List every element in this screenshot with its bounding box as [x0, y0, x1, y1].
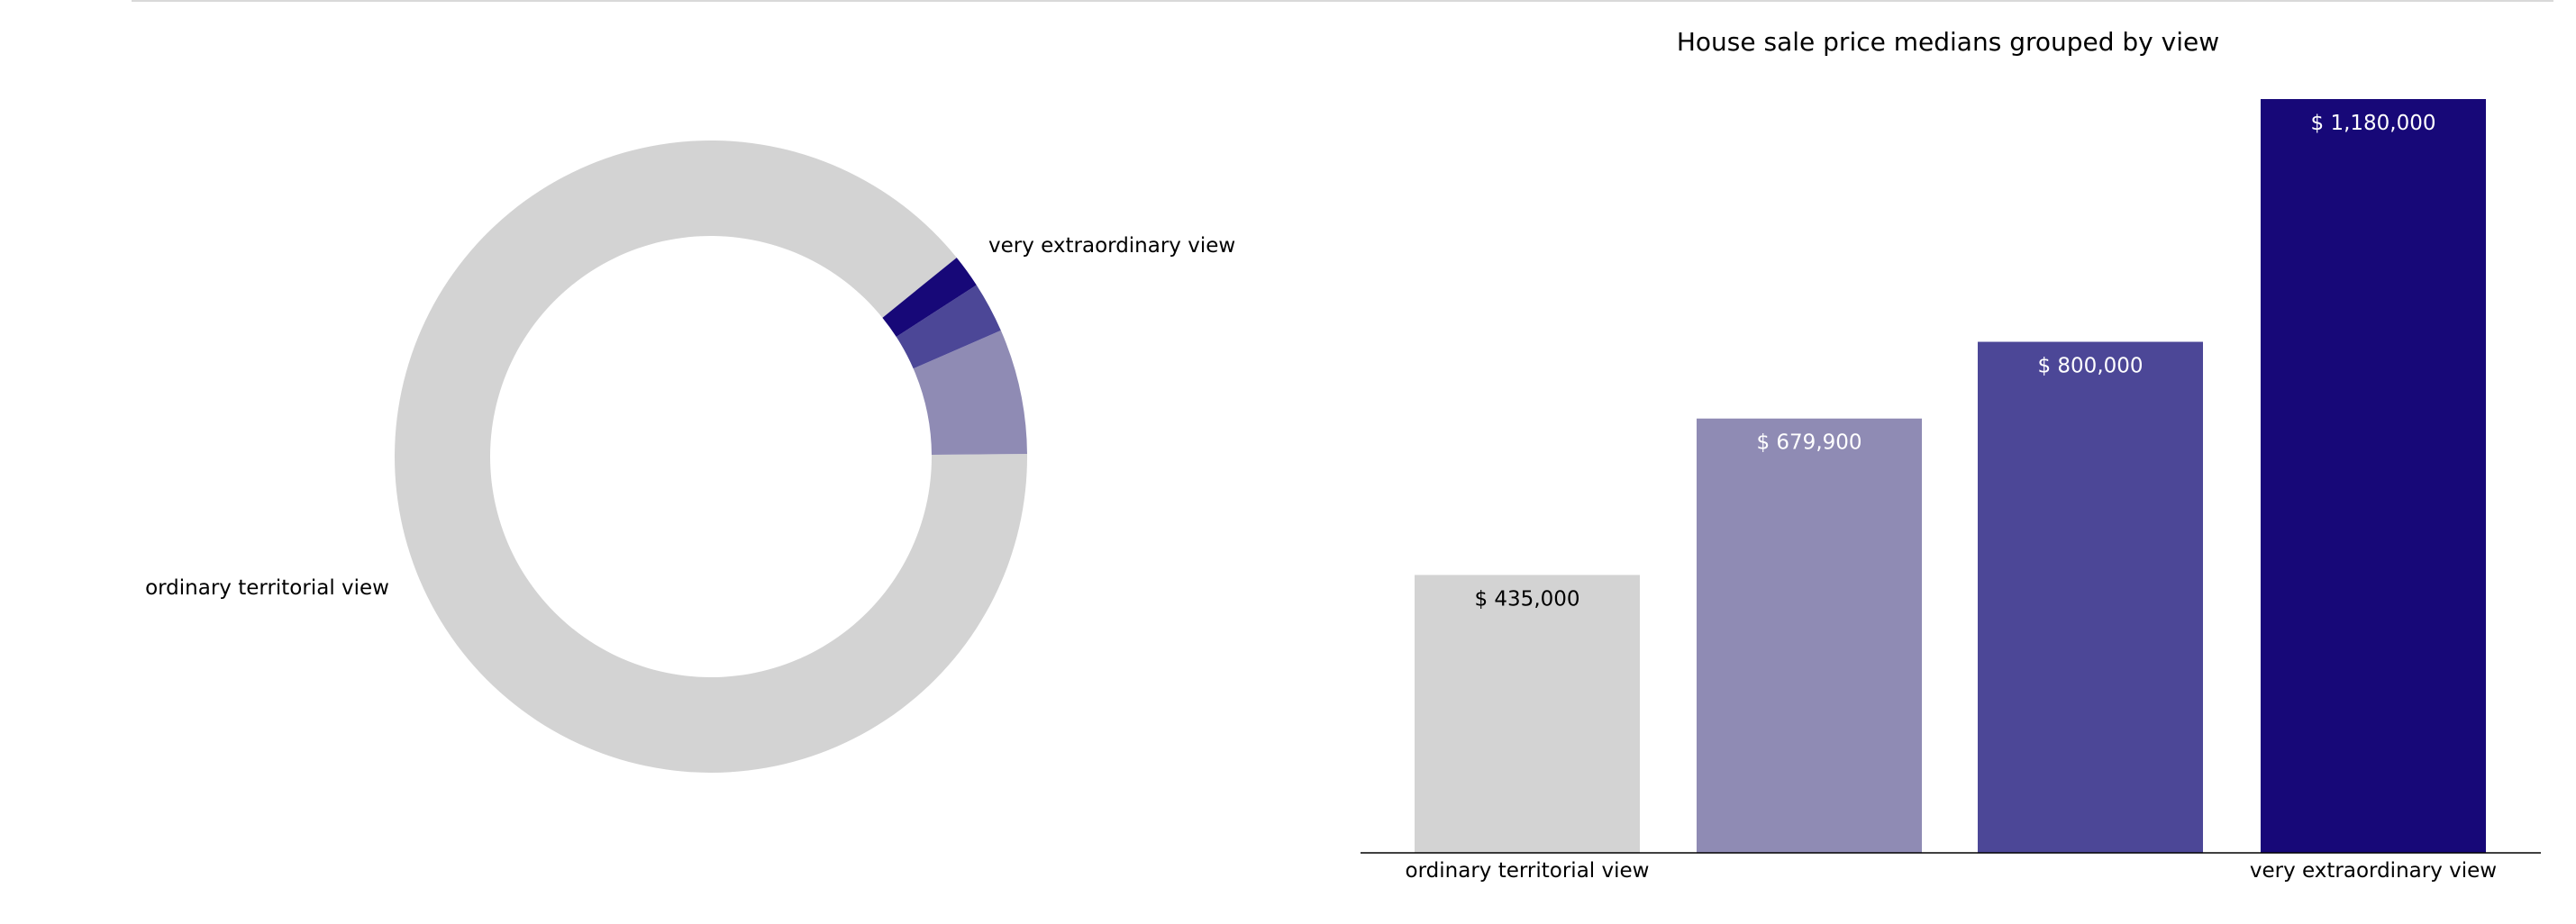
bar-tick-label-4: very extraordinary view [2250, 859, 2497, 883]
donut-chart [395, 140, 1028, 774]
bar-3 [1978, 341, 2203, 853]
bar-value-label-4: $ 1,180,000 [2311, 112, 2436, 135]
bar-chart-title: House sale price medians grouped by view [1677, 27, 2219, 57]
donut-label-very-extraordinary: very extraordinary view [988, 234, 1235, 258]
bar-2 [1697, 418, 1922, 853]
bar-4 [2261, 99, 2486, 853]
donut-label-ordinary: ordinary territorial view [145, 576, 389, 600]
donut-labels: ordinary territorial view very extraordin… [145, 234, 1235, 600]
bar-tick-label-1: ordinary territorial view [1406, 859, 1650, 883]
bar-value-label-1: $ 435,000 [1474, 587, 1579, 611]
bar-value-label-3: $ 800,000 [2037, 355, 2143, 378]
donut-slice-very-extraordinary [882, 258, 977, 337]
donut-slice-3 [896, 285, 1001, 369]
bar-value-label-2: $ 679,900 [1756, 431, 1861, 455]
bar-chart: House sale price medians grouped by view… [1361, 27, 2541, 883]
bar-1 [1415, 575, 1640, 853]
donut-slice-2 [913, 330, 1027, 455]
top-border [132, 0, 2553, 2]
donut-slice-ordinary [395, 140, 1028, 774]
